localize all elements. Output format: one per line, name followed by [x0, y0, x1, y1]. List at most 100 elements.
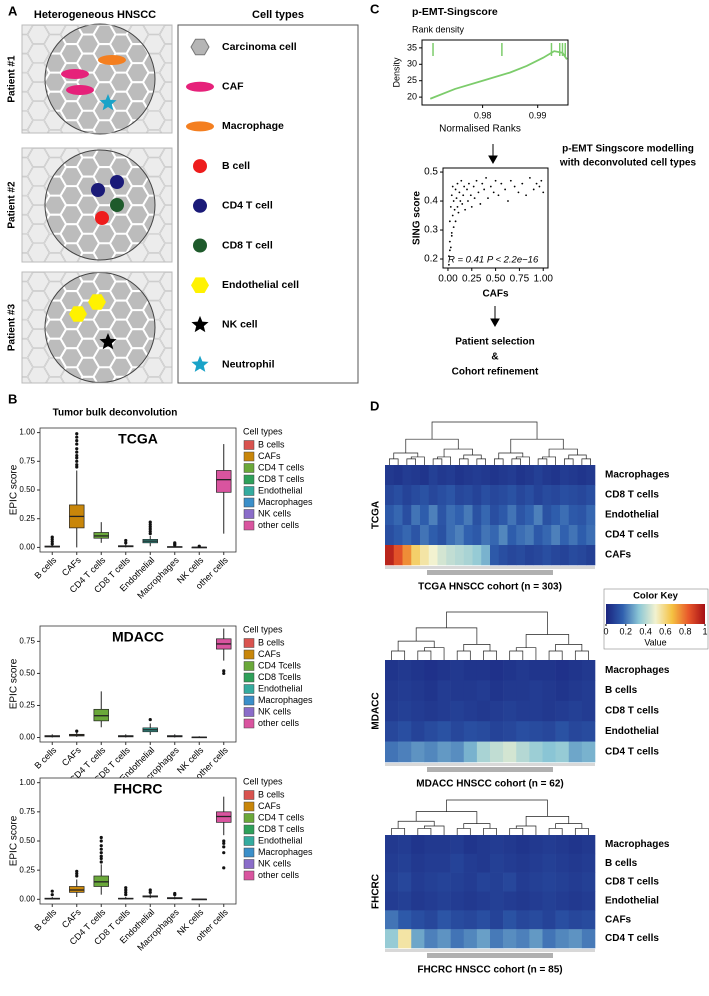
key-tick-label: 0.6 [659, 626, 672, 636]
heat-cell [463, 485, 473, 506]
heat-cell [507, 525, 517, 546]
heat-cell [463, 910, 478, 930]
dendrogram [459, 458, 469, 465]
hexagon [193, 140, 214, 158]
hexagon [45, 72, 67, 92]
hexagon [210, 215, 231, 233]
hexagon [193, 291, 214, 309]
legend-label: Carcinoma cell [222, 41, 297, 53]
heat-cell [490, 910, 504, 930]
heat-cell [490, 525, 500, 546]
heat-cell [450, 660, 465, 681]
heat-cell [490, 741, 504, 763]
outlier [50, 535, 54, 539]
icon [110, 198, 124, 212]
patient-box [21, 147, 173, 263]
heat-cell [398, 853, 412, 873]
point [542, 191, 545, 194]
heat-cell [411, 680, 425, 702]
heat-cell [476, 929, 491, 949]
hexagon [22, 195, 33, 215]
heat-cell [402, 505, 412, 526]
heat-cell [516, 891, 530, 911]
heat-cell [568, 545, 578, 566]
heat-cell [577, 545, 587, 566]
legend-label: NK cells [258, 858, 292, 868]
row-label: Macrophages [605, 839, 670, 850]
dendrogram [393, 452, 419, 459]
hexagon [193, 64, 214, 82]
legend-label: CD8 T cells [258, 824, 305, 834]
point [459, 200, 462, 202]
hexagon [0, 159, 16, 177]
legend-title: Cell types [252, 9, 304, 21]
row-label: CD4 T cells [605, 746, 659, 757]
legend-label: B cell [222, 160, 250, 172]
heat-cell [437, 929, 451, 949]
hexagon [76, 110, 100, 130]
point [497, 194, 500, 197]
hexagon [60, 224, 83, 244]
heat-cell [503, 680, 517, 702]
hexagon [177, 177, 198, 195]
legend-label: Macrophages [258, 695, 313, 705]
heat-cell [411, 505, 421, 526]
hexagon [22, 129, 30, 133]
hexagon [0, 406, 16, 424]
heat-cell [529, 660, 543, 681]
heat-cell [586, 505, 596, 526]
hexagon [109, 281, 133, 301]
heat-cell [385, 872, 399, 892]
point [461, 203, 464, 205]
point [451, 214, 454, 217]
hexagon [177, 0, 198, 15]
legend-label: other cells [258, 520, 300, 530]
outlier [148, 527, 152, 531]
heatmap-title: FHCRC [371, 874, 382, 909]
legend-label: B cells [258, 637, 285, 647]
hexagon [22, 233, 33, 253]
outlier [124, 888, 128, 892]
icon [193, 198, 207, 213]
chart-title: TCGA [118, 431, 158, 447]
outlier [99, 844, 103, 848]
hexagon [27, 25, 50, 44]
outlier [148, 529, 152, 533]
legend-label: Endothelial [258, 683, 303, 693]
hexagon [109, 233, 133, 253]
hexagon [193, 64, 214, 82]
y-tick-label: 0.25 [19, 865, 35, 874]
heat-cell [555, 700, 570, 722]
legend-key [243, 813, 255, 823]
point [448, 263, 450, 266]
point [468, 182, 470, 185]
hexagon [93, 309, 116, 330]
heat-cell [463, 465, 473, 486]
heat-cell [476, 721, 491, 742]
hexagon [93, 243, 116, 260]
heat-cell [503, 741, 517, 763]
hexagon [0, 25, 16, 43]
heat-cell [586, 545, 596, 566]
heat-cell [424, 835, 438, 855]
hexagon [193, 253, 214, 271]
outlier [75, 456, 79, 460]
y-tick-label: 30 [407, 59, 417, 69]
hexagon [177, 339, 198, 357]
hexagon [28, 387, 49, 405]
x-tick-label: 0.75 [510, 274, 530, 285]
hexagon [0, 368, 16, 386]
hexagon [109, 72, 133, 92]
heat-cell [503, 835, 517, 855]
heat-cell [424, 891, 438, 911]
heat-cell [577, 525, 587, 546]
heat-cell [516, 872, 530, 892]
outlier [99, 851, 103, 855]
hexagon [177, 139, 198, 157]
heat-cell [555, 891, 570, 911]
point [504, 188, 507, 191]
density-line [429, 50, 568, 100]
dendrogram [555, 644, 583, 651]
hexagon [159, 224, 172, 244]
cohort-bar [427, 570, 553, 575]
